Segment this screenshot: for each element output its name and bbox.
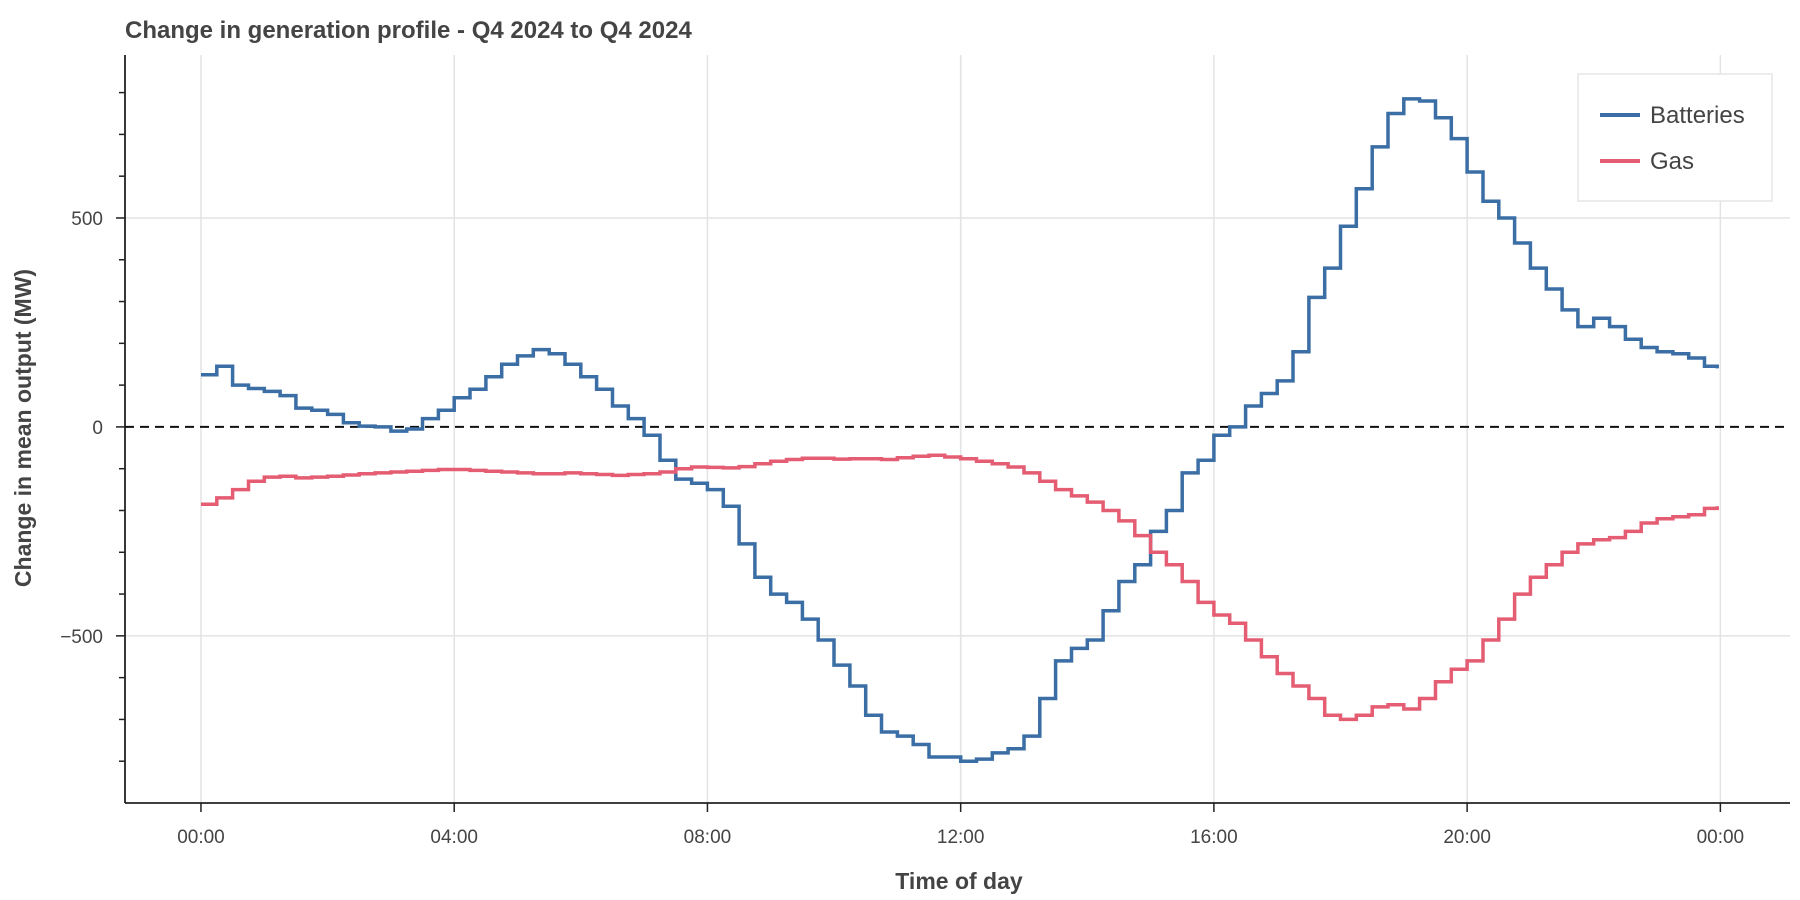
- legend-label-gas: Gas: [1650, 148, 1694, 175]
- grid: [125, 55, 1790, 803]
- legend-box: [1577, 73, 1773, 202]
- y-tick-label: 0: [92, 418, 103, 439]
- series-layer: [201, 97, 1719, 763]
- series-line-gas: [201, 453, 1719, 722]
- x-tick-label: 00:00: [1697, 827, 1745, 848]
- x-tick-label: 12:00: [937, 827, 985, 848]
- legend: Batteries Gas: [1577, 73, 1773, 202]
- x-tick-label: 00:00: [177, 827, 225, 848]
- x-tick-label: 20:00: [1443, 827, 1491, 848]
- legend-label-batteries: Batteries: [1650, 102, 1745, 129]
- chart-title: Change in generation profile - Q4 2024 t…: [125, 17, 692, 44]
- series-line-batteries: [201, 97, 1719, 763]
- x-tick-label: 16:00: [1190, 827, 1238, 848]
- x-tick-label: 04:00: [430, 827, 478, 848]
- x-tick-label: 08:00: [684, 827, 732, 848]
- x-axis-title: Time of day: [895, 868, 1023, 894]
- ticks: 00:00 04:00 08:00 12:00 16:00 20:00 00:00 −500 0…: [60, 91, 1745, 848]
- y-axis-title: Change in mean output (MW): [10, 269, 36, 587]
- y-tick-label: −500: [60, 627, 103, 648]
- y-tick-label: 500: [71, 209, 103, 230]
- axes: [124, 55, 1790, 804]
